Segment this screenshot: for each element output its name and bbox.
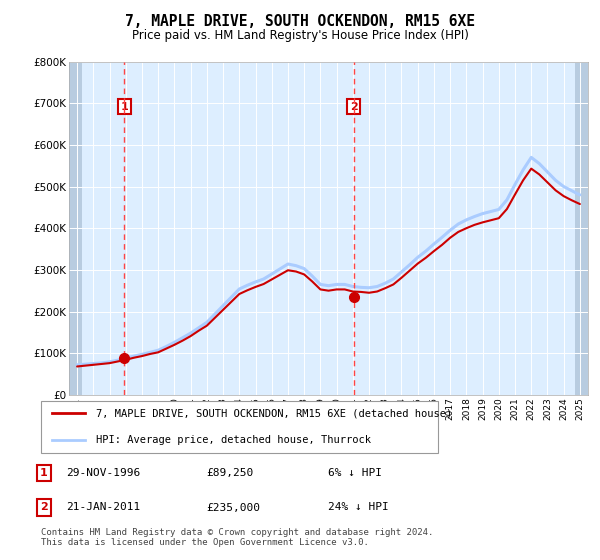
Text: 7, MAPLE DRIVE, SOUTH OCKENDON, RM15 6XE (detached house): 7, MAPLE DRIVE, SOUTH OCKENDON, RM15 6XE…: [96, 408, 452, 418]
Text: 6% ↓ HPI: 6% ↓ HPI: [328, 468, 382, 478]
Text: 2: 2: [350, 101, 358, 111]
Text: 1: 1: [40, 468, 47, 478]
Text: Price paid vs. HM Land Registry's House Price Index (HPI): Price paid vs. HM Land Registry's House …: [131, 29, 469, 42]
Text: £235,000: £235,000: [206, 502, 260, 512]
Text: 21-JAN-2011: 21-JAN-2011: [66, 502, 140, 512]
Text: Contains HM Land Registry data © Crown copyright and database right 2024.
This d: Contains HM Land Registry data © Crown c…: [41, 528, 433, 547]
Bar: [575, 62, 588, 395]
Text: 29-NOV-1996: 29-NOV-1996: [66, 468, 140, 478]
Text: £89,250: £89,250: [206, 468, 254, 478]
Text: 1: 1: [121, 101, 128, 111]
FancyBboxPatch shape: [41, 400, 439, 454]
Text: 2: 2: [40, 502, 47, 512]
Text: 24% ↓ HPI: 24% ↓ HPI: [328, 502, 389, 512]
Bar: [69, 62, 82, 395]
Text: HPI: Average price, detached house, Thurrock: HPI: Average price, detached house, Thur…: [96, 435, 371, 445]
Text: 7, MAPLE DRIVE, SOUTH OCKENDON, RM15 6XE: 7, MAPLE DRIVE, SOUTH OCKENDON, RM15 6XE: [125, 14, 475, 29]
